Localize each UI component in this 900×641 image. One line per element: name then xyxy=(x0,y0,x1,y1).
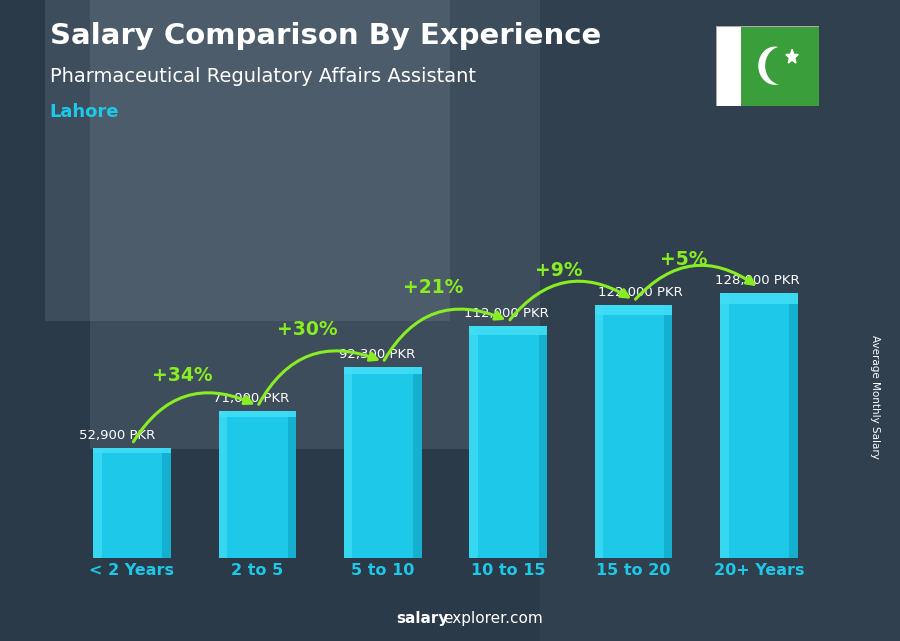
Bar xyxy=(716,26,742,106)
Bar xyxy=(288,411,296,558)
Text: +21%: +21% xyxy=(403,278,464,297)
Bar xyxy=(789,293,798,558)
Bar xyxy=(93,448,102,558)
Text: +5%: +5% xyxy=(660,250,707,269)
Polygon shape xyxy=(786,49,798,63)
Bar xyxy=(595,305,672,558)
Bar xyxy=(469,326,478,558)
Text: +34%: +34% xyxy=(152,366,212,385)
Bar xyxy=(162,448,171,558)
Bar xyxy=(720,293,729,558)
Bar xyxy=(344,367,422,558)
Bar xyxy=(93,448,171,558)
Text: 92,300 PKR: 92,300 PKR xyxy=(339,347,415,361)
Bar xyxy=(90,0,540,449)
Text: 122,000 PKR: 122,000 PKR xyxy=(598,286,683,299)
Bar xyxy=(742,26,819,106)
Text: Lahore: Lahore xyxy=(50,103,119,121)
Bar xyxy=(344,367,422,374)
Text: +9%: +9% xyxy=(535,260,582,279)
Bar xyxy=(219,411,296,558)
Text: Salary Comparison By Experience: Salary Comparison By Experience xyxy=(50,22,601,51)
Polygon shape xyxy=(759,47,791,84)
Text: 71,000 PKR: 71,000 PKR xyxy=(213,392,290,404)
Text: 128,000 PKR: 128,000 PKR xyxy=(716,274,800,287)
Bar xyxy=(595,305,603,558)
Polygon shape xyxy=(766,47,797,84)
Bar xyxy=(664,305,672,558)
Text: Pharmaceutical Regulatory Affairs Assistant: Pharmaceutical Regulatory Affairs Assist… xyxy=(50,67,475,87)
Bar xyxy=(413,367,422,558)
Bar xyxy=(720,293,798,558)
Bar xyxy=(219,411,227,558)
Text: +30%: +30% xyxy=(277,320,338,340)
Text: explorer.com: explorer.com xyxy=(443,612,543,626)
Text: Average Monthly Salary: Average Monthly Salary xyxy=(869,335,880,460)
Bar xyxy=(219,411,296,417)
Bar xyxy=(538,326,547,558)
Bar xyxy=(720,293,798,304)
Bar xyxy=(469,326,547,335)
Text: salary: salary xyxy=(396,612,448,626)
Text: 112,000 PKR: 112,000 PKR xyxy=(464,307,549,320)
Bar xyxy=(344,367,353,558)
Bar xyxy=(540,0,900,641)
Bar xyxy=(595,305,672,315)
Bar xyxy=(45,0,450,320)
Bar xyxy=(93,448,171,453)
Bar xyxy=(469,326,547,558)
Text: 52,900 PKR: 52,900 PKR xyxy=(79,429,156,442)
